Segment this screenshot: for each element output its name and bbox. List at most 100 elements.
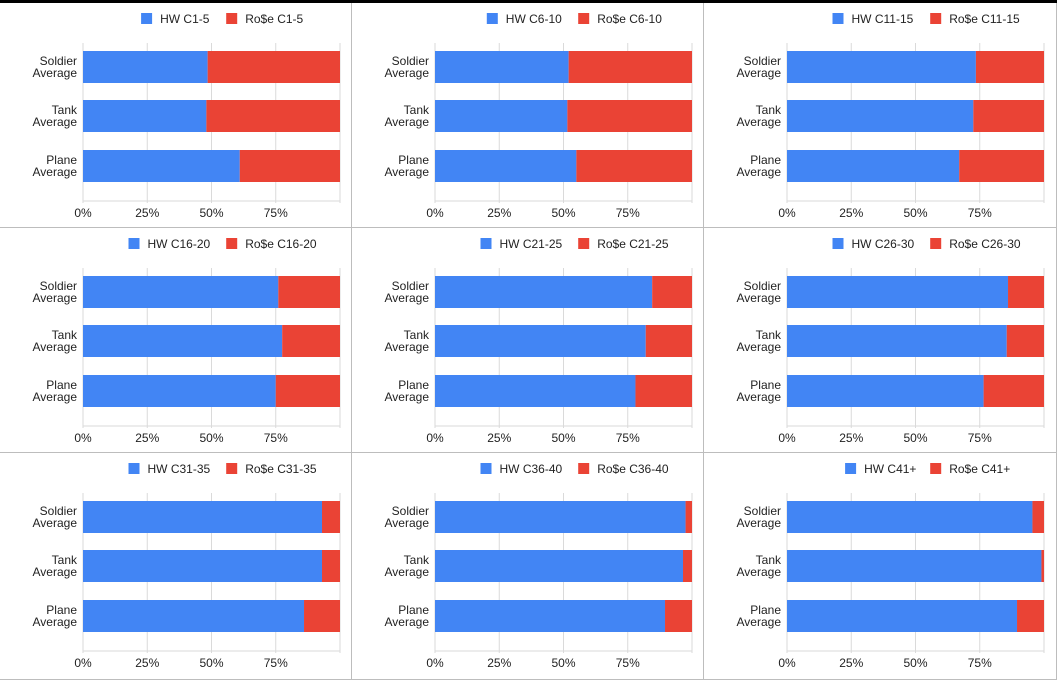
- legend-label: Ro$e C36-40: [597, 462, 669, 476]
- bar-segment-hw[interactable]: [435, 375, 636, 407]
- legend-label: HW C11-15: [852, 12, 914, 26]
- bar-segment-hw[interactable]: [435, 550, 684, 582]
- legend-swatch: [141, 13, 153, 24]
- x-tick-label: 50%: [551, 431, 575, 445]
- category-label: Soldier Average: [385, 504, 430, 530]
- bar-segment-rose[interactable]: [683, 550, 692, 582]
- bar-segment-hw[interactable]: [435, 51, 569, 83]
- bar-segment-hw[interactable]: [787, 276, 1009, 308]
- bar-segment-rose[interactable]: [635, 375, 692, 407]
- x-tick-label: 25%: [135, 206, 159, 220]
- chart-panel: HW C41+ Ro$e C41+ Soldier Average Tank Averag…: [704, 453, 1057, 680]
- legend-label: Ro$e C16-20: [245, 237, 317, 251]
- bar-segment-rose[interactable]: [983, 375, 1044, 407]
- legend-swatch: [578, 13, 590, 24]
- bar-segment-hw[interactable]: [435, 600, 666, 632]
- x-tick-label: 25%: [839, 431, 863, 445]
- category-label: Plane Average: [737, 153, 782, 179]
- legend-label: Ro$e C41+: [949, 462, 1010, 476]
- bar-segment-rose[interactable]: [282, 325, 340, 357]
- bar-segment-hw[interactable]: [83, 375, 276, 407]
- bar-segment-rose[interactable]: [567, 100, 692, 132]
- bar-segment-hw[interactable]: [787, 150, 960, 182]
- bar-segment-hw[interactable]: [787, 100, 974, 132]
- bar-segment-hw[interactable]: [787, 550, 1042, 582]
- bar-segment-rose[interactable]: [685, 501, 692, 533]
- bar-segment-hw[interactable]: [787, 375, 984, 407]
- legend-label: HW C6-10: [506, 12, 562, 26]
- bar-segment-rose[interactable]: [975, 51, 1044, 83]
- bar-segment-rose[interactable]: [206, 100, 340, 132]
- category-label: Plane Average: [385, 153, 430, 179]
- legend-swatch: [578, 463, 590, 474]
- category-label: Tank Average: [385, 103, 430, 129]
- bar-segment-hw[interactable]: [787, 501, 1033, 533]
- bar-segment-rose[interactable]: [275, 375, 340, 407]
- category-label: Soldier Average: [737, 54, 782, 80]
- x-tick-label: 25%: [487, 431, 511, 445]
- x-tick-label: 50%: [551, 206, 575, 220]
- legend-label: HW C21-25: [500, 237, 563, 251]
- bar-segment-hw[interactable]: [83, 51, 208, 83]
- bar-segment-rose[interactable]: [1017, 600, 1044, 632]
- legend-label: Ro$e C1-5: [245, 12, 303, 26]
- stacked-bar-chart: HW C16-20 Ro$e C16-20 Soldier Average Tank Av…: [33, 237, 341, 445]
- bar-segment-hw[interactable]: [83, 100, 207, 132]
- bar-segment-rose[interactable]: [645, 325, 692, 357]
- bar-segment-rose[interactable]: [568, 51, 692, 83]
- x-tick-label: 50%: [199, 206, 223, 220]
- bar-segment-hw[interactable]: [83, 325, 283, 357]
- category-label: Tank Average: [33, 553, 78, 579]
- bar-segment-rose[interactable]: [665, 600, 692, 632]
- category-label: Soldier Average: [33, 279, 78, 305]
- bar-segment-hw[interactable]: [83, 550, 323, 582]
- bar-segment-hw[interactable]: [787, 600, 1018, 632]
- legend-swatch: [226, 13, 238, 24]
- bar-segment-rose[interactable]: [322, 550, 340, 582]
- bar-segment-rose[interactable]: [959, 150, 1044, 182]
- bar-segment-hw[interactable]: [435, 501, 686, 533]
- category-label: Plane Average: [33, 603, 78, 629]
- x-tick-label: 50%: [903, 206, 927, 220]
- x-tick-label: 25%: [839, 206, 863, 220]
- category-label: Soldier Average: [737, 504, 782, 530]
- bar-segment-hw[interactable]: [435, 100, 568, 132]
- bar-segment-rose[interactable]: [1041, 550, 1044, 582]
- bar-segment-hw[interactable]: [787, 325, 1007, 357]
- category-label: Tank Average: [33, 103, 78, 129]
- bar-segment-hw[interactable]: [83, 501, 323, 533]
- bar-segment-hw[interactable]: [435, 150, 577, 182]
- bar-segment-rose[interactable]: [304, 600, 340, 632]
- legend-label: Ro$e C6-10: [597, 12, 662, 26]
- x-tick-label: 75%: [968, 431, 992, 445]
- x-tick-label: 50%: [551, 656, 575, 670]
- legend-swatch: [578, 238, 590, 249]
- bar-segment-rose[interactable]: [973, 100, 1044, 132]
- bar-segment-rose[interactable]: [1032, 501, 1044, 533]
- category-label: Tank Average: [385, 328, 430, 354]
- bar-segment-hw[interactable]: [435, 325, 646, 357]
- bar-segment-rose[interactable]: [1008, 276, 1044, 308]
- chart-panel: HW C21-25 Ro$e C21-25 Soldier Average Tank Av…: [352, 228, 704, 453]
- bar-segment-rose[interactable]: [239, 150, 340, 182]
- bar-segment-hw[interactable]: [435, 276, 653, 308]
- chart-panel: HW C31-35 Ro$e C31-35 Soldier Average Tank Av…: [0, 453, 352, 680]
- bar-segment-rose[interactable]: [207, 51, 340, 83]
- x-tick-label: 75%: [264, 206, 288, 220]
- x-tick-label: 0%: [74, 431, 92, 445]
- bar-segment-rose[interactable]: [576, 150, 692, 182]
- bar-segment-hw[interactable]: [83, 150, 240, 182]
- bar-segment-rose[interactable]: [652, 276, 692, 308]
- x-tick-label: 75%: [264, 656, 288, 670]
- legend-label: HW C16-20: [148, 237, 211, 251]
- bar-segment-hw[interactable]: [83, 276, 279, 308]
- bar-segment-hw[interactable]: [83, 600, 305, 632]
- bar-segment-rose[interactable]: [322, 501, 340, 533]
- bar-segment-hw[interactable]: [787, 51, 976, 83]
- category-label: Soldier Average: [385, 279, 430, 305]
- stacked-bar-chart: HW C21-25 Ro$e C21-25 Soldier Average Tank Av…: [385, 237, 693, 445]
- category-label: Plane Average: [33, 378, 78, 404]
- legend-swatch: [480, 463, 492, 474]
- bar-segment-rose[interactable]: [278, 276, 340, 308]
- bar-segment-rose[interactable]: [1006, 325, 1044, 357]
